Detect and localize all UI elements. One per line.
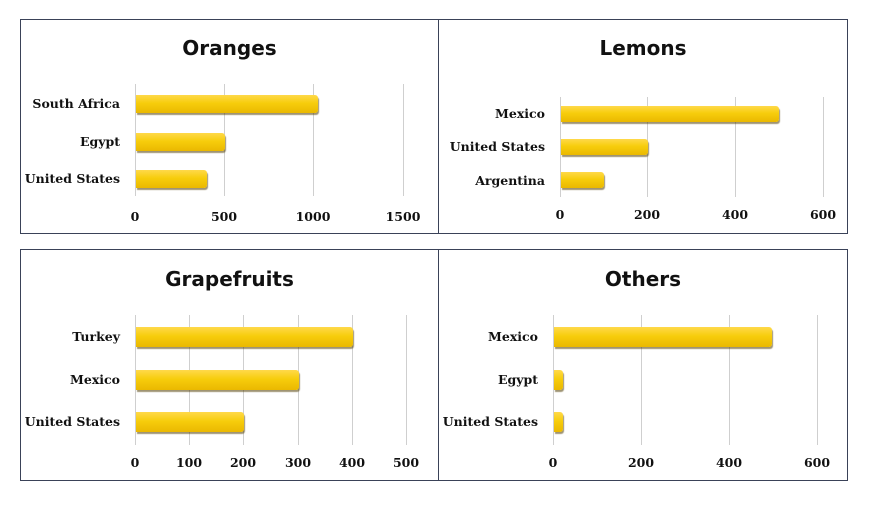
bar-united-states — [136, 412, 244, 432]
x-tick-label: 600 — [809, 207, 837, 222]
chart-panel-others: Others Mexico Egypt United States 0 200 … — [438, 249, 848, 481]
x-tick-label: 600 — [803, 455, 831, 470]
category-label: Argentina — [475, 173, 545, 188]
bar-mexico — [561, 106, 779, 122]
gridline — [560, 97, 561, 197]
gridline — [403, 84, 404, 196]
x-tick-label: 400 — [721, 207, 749, 222]
category-label: Egypt — [79, 134, 120, 149]
bar-united-states — [136, 170, 207, 188]
gridline — [641, 315, 642, 445]
x-tick-label: 0 — [130, 455, 140, 470]
category-label: Mexico — [70, 372, 120, 387]
x-tick-label: 400 — [715, 455, 743, 470]
x-tick-label: 200 — [633, 207, 661, 222]
chart-panel-lemons: Lemons Mexico United States Argentina 0 … — [438, 19, 848, 234]
bar-turkey — [136, 327, 353, 347]
x-tick-label: 100 — [175, 455, 203, 470]
x-tick-label: 1500 — [385, 209, 421, 224]
gridline — [735, 97, 736, 197]
chart-panel-grapefruits: Grapefruits Turkey Mexico United States … — [20, 249, 439, 481]
bar-argentina — [561, 172, 604, 188]
gridline — [135, 84, 136, 196]
x-tick-label: 300 — [284, 455, 312, 470]
gridline — [729, 315, 730, 445]
gridline — [135, 315, 136, 445]
x-tick-label: 500 — [392, 455, 420, 470]
category-label: Mexico — [488, 329, 538, 344]
gridline — [823, 97, 824, 197]
bar-mexico — [136, 370, 299, 390]
bar-united-states — [561, 139, 648, 155]
x-tick-label: 500 — [210, 209, 238, 224]
chart-title: Oranges — [182, 36, 277, 60]
category-label: Turkey — [72, 329, 120, 344]
bar-mexico — [554, 327, 772, 347]
plot-area — [560, 97, 826, 197]
chart-title: Others — [604, 267, 682, 291]
category-label: United States — [449, 139, 545, 154]
plot-area — [135, 315, 410, 445]
gridline — [406, 315, 407, 445]
category-label: Egypt — [497, 372, 538, 387]
bar-south-africa — [136, 95, 318, 113]
plot-area — [135, 84, 405, 196]
gridline — [553, 315, 554, 445]
category-label: United States — [442, 414, 538, 429]
x-tick-label: 400 — [338, 455, 366, 470]
x-tick-label: 200 — [627, 455, 655, 470]
gridline — [313, 84, 314, 196]
bar-united-states — [554, 412, 563, 432]
x-tick-label: 0 — [555, 207, 565, 222]
bar-egypt — [554, 370, 563, 390]
chart-panel-oranges: Oranges South Africa Egypt United States… — [20, 19, 439, 234]
gridline — [352, 315, 353, 445]
category-label: Mexico — [495, 106, 545, 121]
chart-title: Lemons — [599, 36, 687, 60]
chart-title: Grapefruits — [165, 267, 294, 291]
bar-egypt — [136, 133, 225, 151]
x-tick-label: 0 — [130, 209, 140, 224]
gridline — [817, 315, 818, 445]
x-tick-label: 200 — [229, 455, 257, 470]
plot-area — [553, 315, 821, 445]
x-tick-label: 1000 — [295, 209, 331, 224]
category-label: South Africa — [32, 96, 120, 111]
x-tick-label: 0 — [548, 455, 558, 470]
category-label: United States — [24, 414, 120, 429]
category-label: United States — [24, 171, 120, 186]
